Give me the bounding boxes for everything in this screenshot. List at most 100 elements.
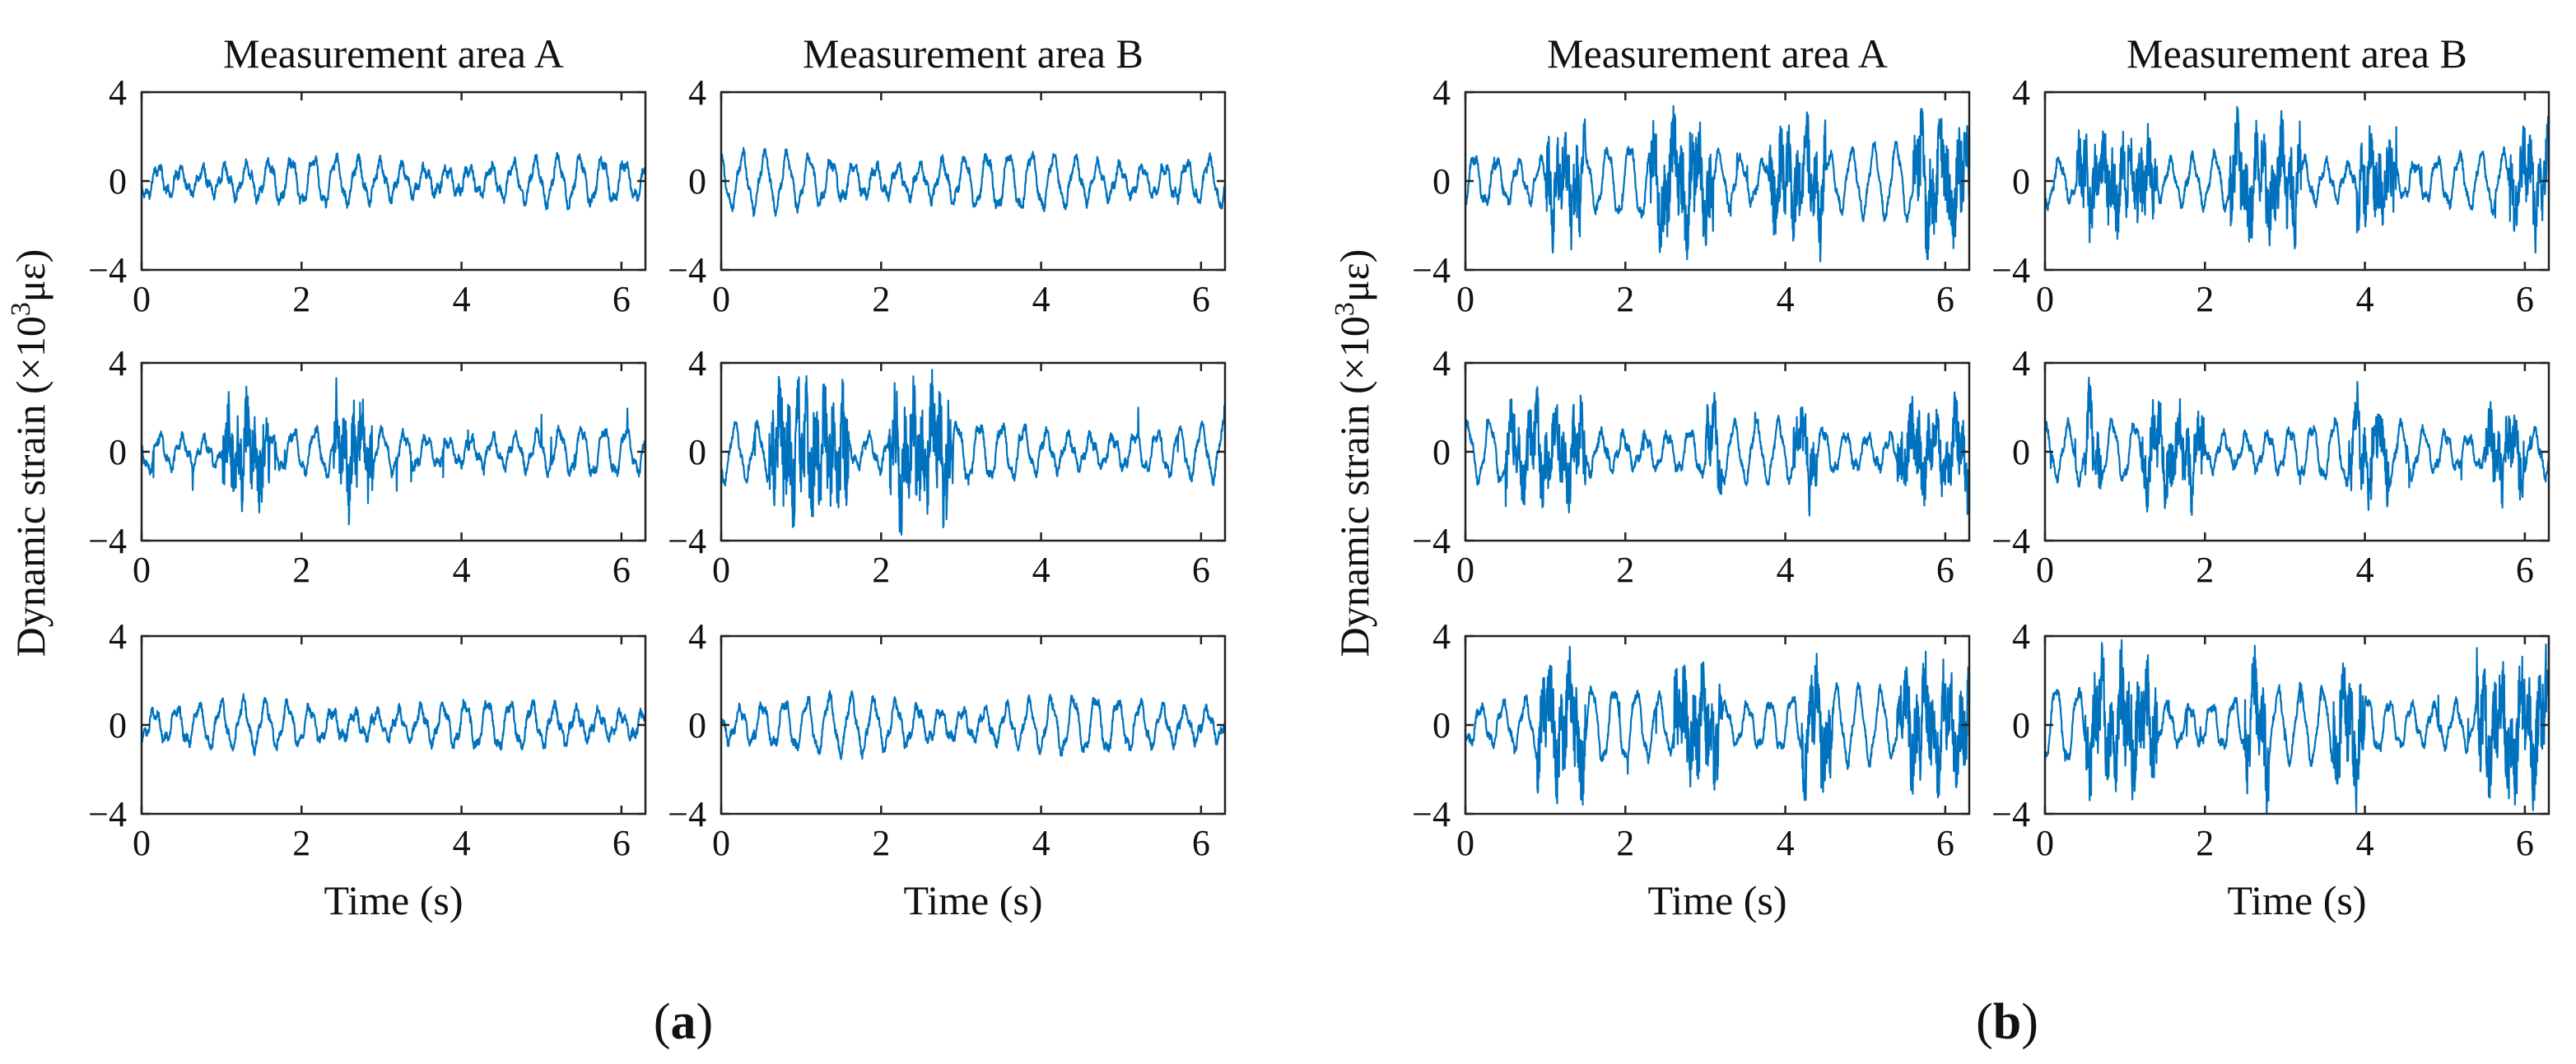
y-tick-label: −4 — [668, 250, 706, 290]
subplot-a-B-row2: 40−40 2 4 6 — [668, 343, 1227, 590]
x-tick-label: 0 — [2036, 823, 2054, 863]
series-line-a-B-row2 — [720, 369, 1227, 537]
y-tick-label: 0 — [109, 432, 127, 472]
x-tick-label: 2 — [2196, 550, 2214, 590]
series-line-a-A-row2 — [140, 377, 647, 526]
x-tick-label: 0 — [133, 823, 151, 863]
subfigure-a: Dynamic strain (×103με)40−40 2 4 6Measureme… — [6, 30, 1227, 1050]
x-tick-label: 6 — [613, 279, 631, 319]
x-tick-label: 2 — [2196, 823, 2214, 863]
x-tick-label: 4 — [453, 550, 471, 590]
column-title: Measurement area B — [2126, 30, 2467, 77]
series-line-b-B-row3 — [2044, 639, 2550, 815]
x-tick-label: 0 — [1456, 823, 1474, 863]
x-axis-title: Time (s) — [2227, 877, 2366, 923]
x-axis-title: Time (s) — [1647, 877, 1786, 923]
x-tick-label: 6 — [1936, 550, 1954, 590]
y-tick-label: 4 — [109, 72, 127, 113]
x-tick-label: 4 — [1777, 550, 1795, 590]
x-tick-label: 6 — [2516, 550, 2534, 590]
x-tick-label: 2 — [292, 279, 310, 319]
y-tick-label: −4 — [1991, 794, 2030, 834]
x-tick-label: 0 — [2036, 279, 2054, 319]
panel-label: (b) — [1976, 994, 2038, 1050]
x-tick-label: 4 — [1777, 823, 1795, 863]
x-tick-label: 2 — [2196, 279, 2214, 319]
x-tick-label: 0 — [712, 550, 730, 590]
panel-label: (a) — [654, 994, 713, 1050]
y-tick-label: −4 — [1991, 250, 2030, 290]
y-axis-title-suffix: με) — [7, 249, 54, 302]
x-tick-label: 2 — [292, 823, 310, 863]
x-tick-label: 4 — [453, 823, 471, 863]
y-tick-label: 4 — [2012, 616, 2030, 657]
y-axis-title: Dynamic strain (×103με) — [1330, 249, 1377, 657]
y-tick-label: −4 — [1412, 521, 1451, 561]
x-tick-label: 0 — [712, 823, 730, 863]
y-tick-label: 0 — [688, 432, 706, 472]
series-line-a-B-row3 — [720, 690, 1227, 760]
y-axis-title-prefix: Dynamic strain (×10 — [7, 316, 54, 657]
y-tick-label: 0 — [1432, 705, 1451, 746]
plot-frame — [720, 634, 1227, 815]
x-tick-label: 4 — [1032, 823, 1050, 863]
x-tick-label: 6 — [2516, 279, 2534, 319]
x-tick-label: 6 — [613, 550, 631, 590]
x-tick-label: 6 — [1936, 823, 1954, 863]
column-title: Measurement area A — [1547, 30, 1888, 77]
y-tick-label: 4 — [688, 343, 706, 383]
y-tick-label: 0 — [2012, 432, 2030, 472]
y-tick-label: 0 — [109, 161, 127, 202]
x-tick-label: 0 — [133, 550, 151, 590]
y-tick-label: 0 — [688, 161, 706, 202]
y-tick-label: 4 — [688, 616, 706, 657]
x-tick-label: 2 — [872, 823, 890, 863]
y-tick-label: −4 — [88, 794, 127, 834]
y-axis-title-sup: 3 — [6, 302, 36, 316]
x-tick-label: 0 — [712, 279, 730, 319]
y-tick-label: 4 — [109, 616, 127, 657]
y-axis-title: Dynamic strain (×103με) — [6, 249, 54, 657]
series-line-b-B-row1 — [2043, 105, 2550, 254]
y-tick-label: 0 — [1432, 161, 1451, 202]
x-tick-label: 0 — [1456, 550, 1474, 590]
y-tick-label: 4 — [2012, 72, 2030, 113]
y-tick-label: −4 — [1412, 250, 1451, 290]
x-tick-label: 6 — [2516, 823, 2534, 863]
x-tick-label: 6 — [1192, 550, 1210, 590]
x-tick-label: 4 — [453, 279, 471, 319]
x-tick-label: 0 — [1456, 279, 1474, 319]
y-tick-label: −4 — [1991, 521, 2030, 561]
y-axis-title-sup: 3 — [1330, 302, 1360, 316]
series-line-b-A-row1 — [1464, 105, 1971, 263]
subplot-b-B-row2: 40−40 2 4 6 — [1991, 343, 2550, 590]
series-line-a-B-row1 — [720, 146, 1227, 217]
y-axis-title-suffix: με) — [1331, 249, 1377, 302]
x-tick-label: 0 — [133, 279, 151, 319]
x-tick-label: 2 — [1616, 279, 1634, 319]
x-tick-label: 2 — [1616, 823, 1634, 863]
y-tick-label: 4 — [1432, 343, 1451, 383]
y-tick-label: 4 — [1432, 72, 1451, 113]
y-tick-label: −4 — [1412, 794, 1451, 834]
x-tick-label: 4 — [1032, 279, 1050, 319]
y-tick-label: 4 — [1432, 616, 1451, 657]
y-tick-label: −4 — [88, 250, 127, 290]
x-tick-label: 2 — [872, 279, 890, 319]
x-axis-title: Time (s) — [324, 877, 463, 923]
column-title: Measurement area A — [223, 30, 564, 77]
x-tick-label: 6 — [1936, 279, 1954, 319]
x-tick-label: 4 — [2356, 823, 2374, 863]
y-tick-label: −4 — [668, 521, 706, 561]
y-tick-label: 0 — [2012, 705, 2030, 746]
y-tick-label: 0 — [1432, 432, 1451, 472]
y-axis-title-prefix: Dynamic strain (×10 — [1331, 316, 1377, 657]
